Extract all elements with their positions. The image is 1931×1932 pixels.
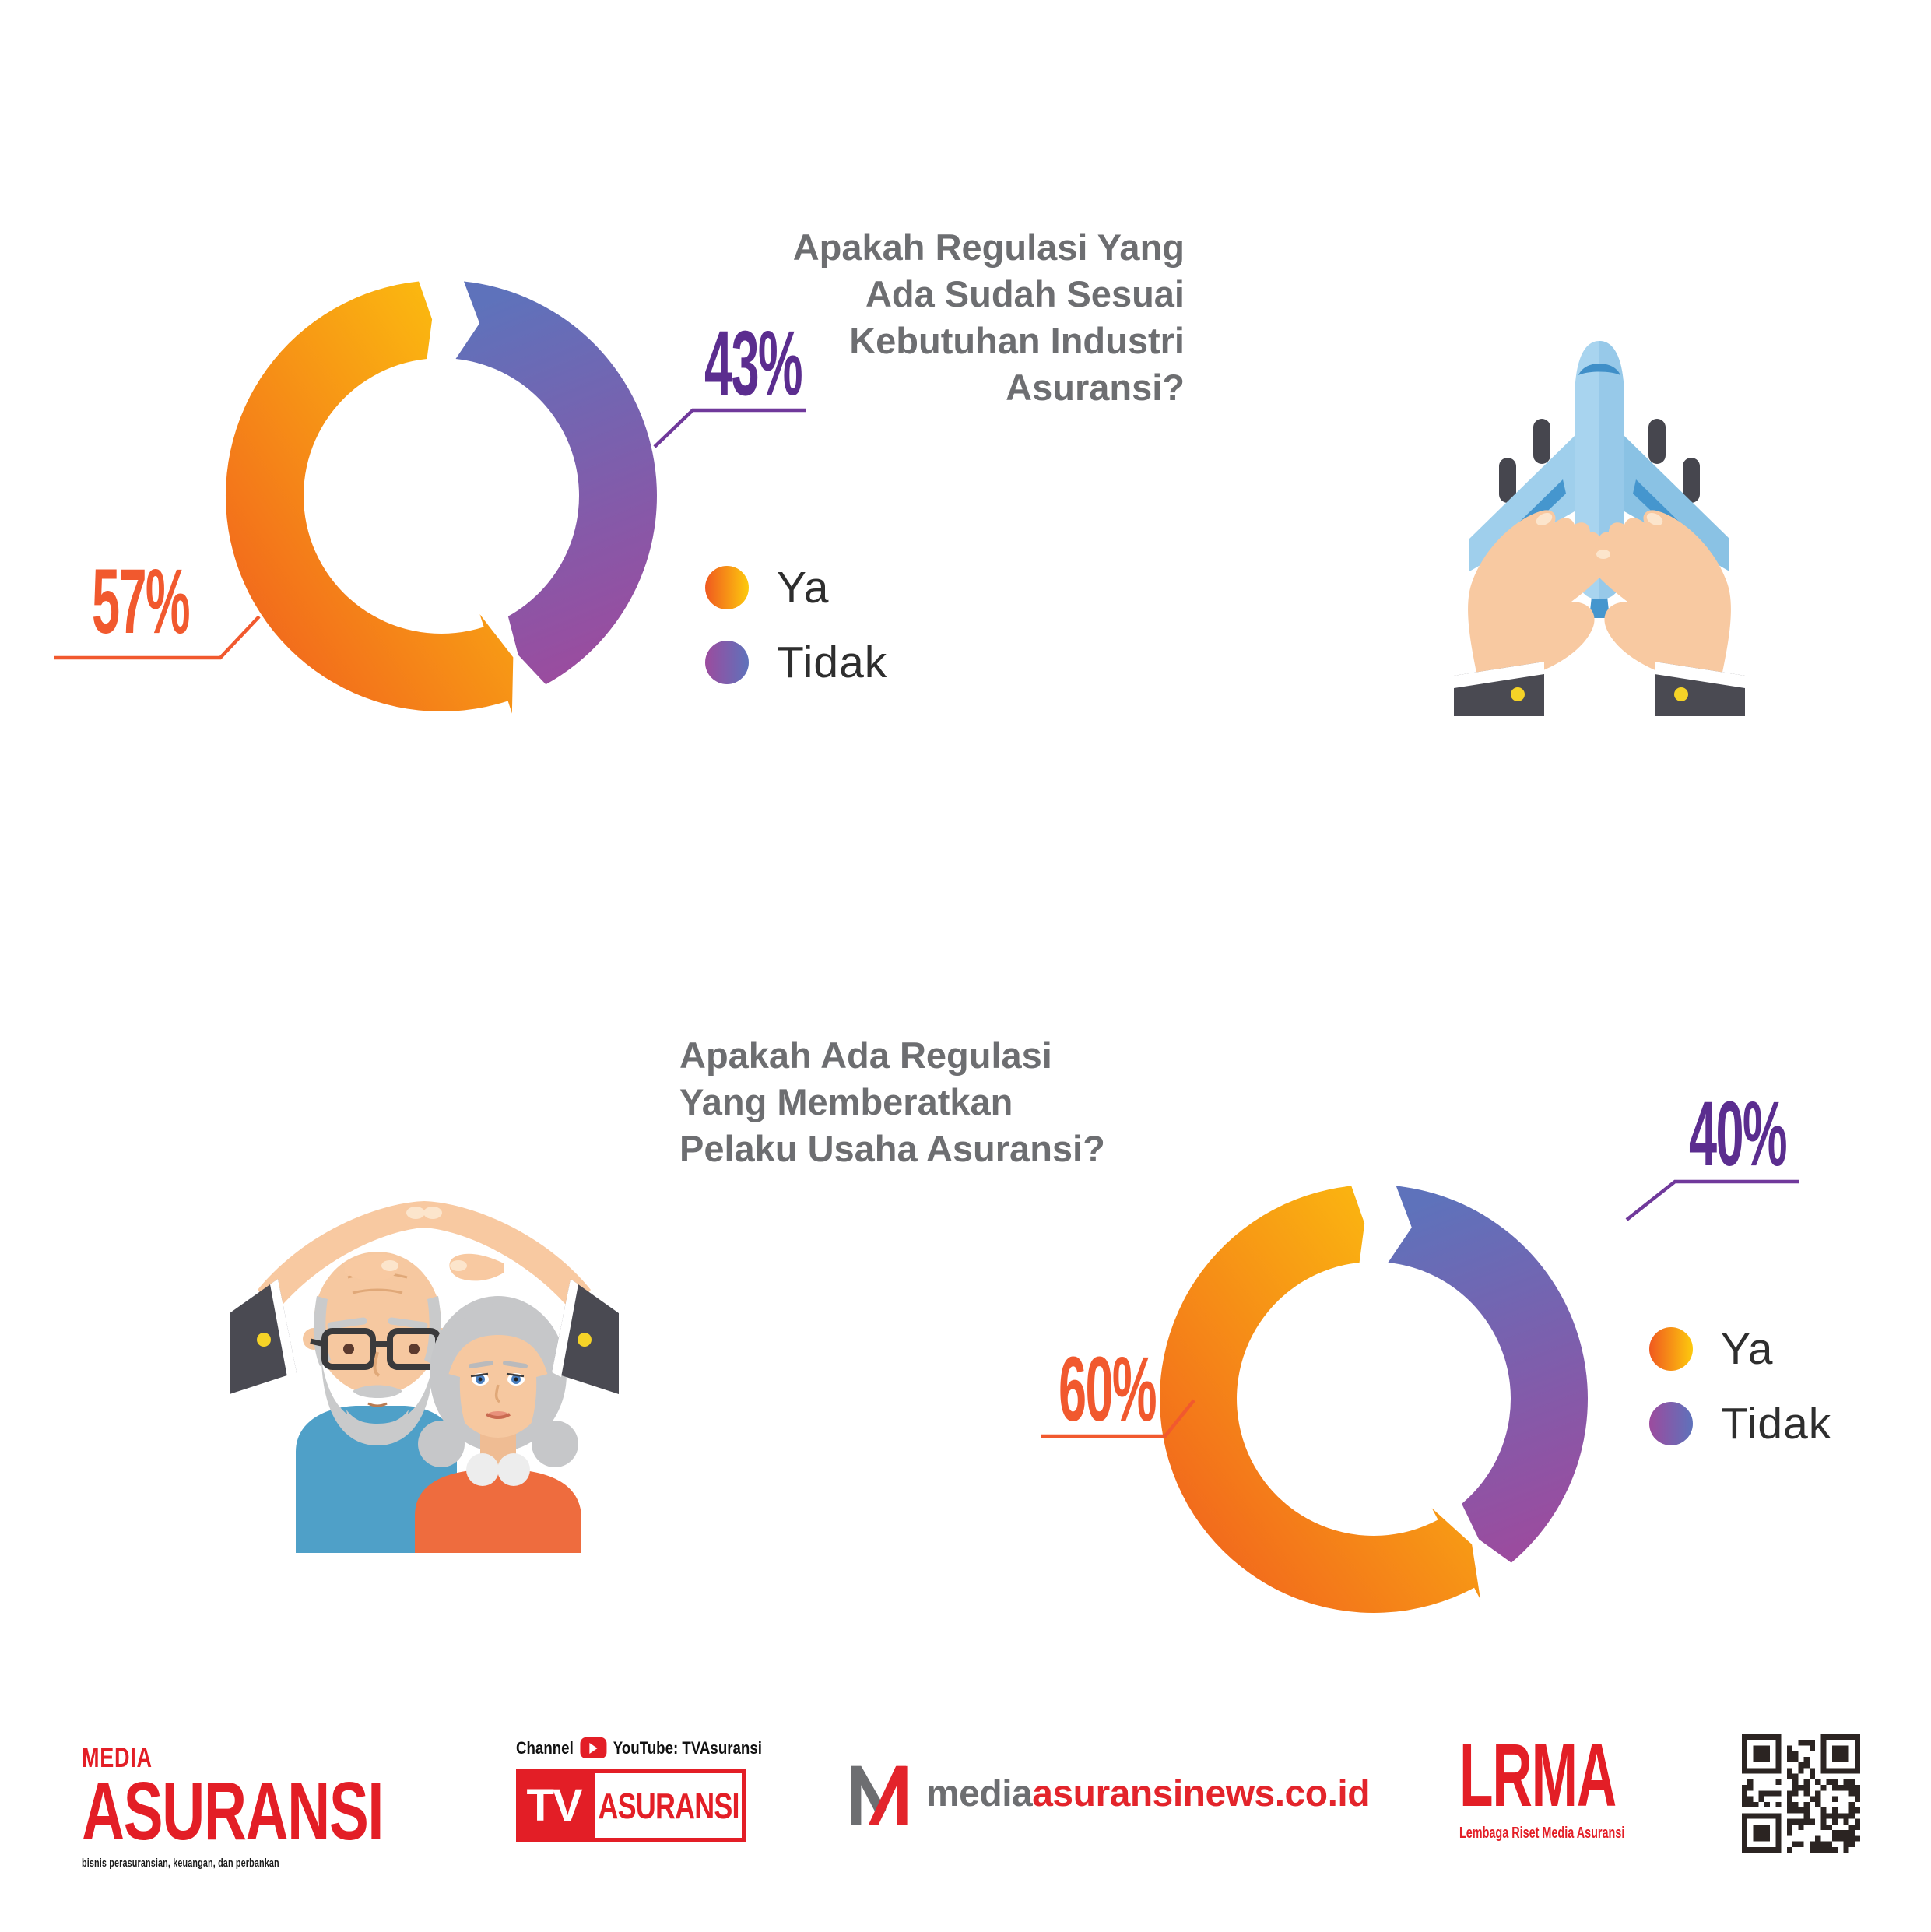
- chart2-legend: Ya Tidak: [1649, 1323, 1831, 1473]
- question-1-line: Asuransi?: [1006, 367, 1185, 408]
- legend-label-ya: Ya: [777, 563, 830, 613]
- website-url: mediaasuransinews.co.id: [926, 1772, 1371, 1815]
- tv-box: TV: [516, 1769, 592, 1842]
- tv-asuransi-box-logo: TV ASURANSI: [516, 1769, 806, 1842]
- legend-item-ya: Ya: [1649, 1323, 1831, 1375]
- legend-item-tidak: Tidak: [1649, 1398, 1831, 1449]
- donut-1-segment-tidak: [455, 281, 657, 685]
- percent-label-tidak-chart2: 40%: [1689, 1083, 1788, 1186]
- airplane-in-hands-illustration: [1454, 341, 1745, 716]
- legend-item-ya: Ya: [705, 562, 887, 613]
- leader-line: [54, 615, 261, 660]
- donut-1-segment-ya: [225, 281, 514, 714]
- question-1: Apakah Regulasi Yang Ada Sudah Sesuai Ke…: [669, 224, 1185, 411]
- play-triangle-icon: [589, 1742, 598, 1754]
- website-url-prefix: media: [926, 1772, 1033, 1814]
- question-2: Apakah Ada Regulasi Yang Memberatkan Pel…: [679, 1032, 1224, 1172]
- lrma-subtitle: Lembaga Riset Media Asuransi: [1459, 1824, 1625, 1842]
- media-asuransi-m-icon: [851, 1765, 908, 1825]
- website-logo: mediaasuransinews.co.id: [850, 1761, 1371, 1826]
- lrma-title: LRMA: [1459, 1726, 1617, 1825]
- legend-dot-ya: [705, 566, 749, 609]
- youtube-play-icon: [580, 1737, 607, 1758]
- chart1-legend: Ya Tidak: [705, 562, 887, 711]
- percent-label-ya-chart2: 60%: [1059, 1338, 1157, 1441]
- tv-channel-line: Channel YouTube: TVAsuransi: [516, 1737, 762, 1758]
- media-asuransi-main-text: ASURANSI: [82, 1765, 384, 1857]
- channel-label: Channel: [516, 1737, 574, 1758]
- media-asuransi-top-text: MEDIA: [82, 1741, 153, 1773]
- question-1-line: Kebutuhan Industri: [849, 320, 1185, 361]
- elderly-couple-under-hands-illustration: [230, 1201, 619, 1553]
- leader-line: [653, 408, 806, 448]
- legend-label-tidak: Tidak: [1721, 1399, 1832, 1449]
- percent-label-ya-chart1: 57%: [92, 550, 191, 653]
- legend-label-tidak: Tidak: [777, 638, 888, 687]
- leader-line: [1625, 1179, 1799, 1221]
- question-2-line: Apakah Ada Regulasi: [679, 1034, 1052, 1076]
- legend-dot-tidak: [1649, 1402, 1693, 1445]
- question-1-line: Ada Sudah Sesuai: [865, 273, 1185, 314]
- legend-label-ya: Ya: [1721, 1324, 1774, 1374]
- question-1-line: Apakah Regulasi Yang: [792, 227, 1185, 268]
- asuransi-box-text: ASURANSI: [598, 1785, 739, 1826]
- leader-line: [1041, 1399, 1195, 1438]
- legend-dot-tidak: [705, 641, 749, 684]
- tv-asuransi-logo: Channel YouTube: TVAsuransi TV ASURANSI: [516, 1737, 806, 1842]
- media-asuransi-logo: MEDIA ASURANSI bisnis perasuransian, keu…: [82, 1741, 500, 1870]
- percent-label-tidak-chart1: 43%: [704, 312, 803, 415]
- question-2-line: Pelaku Usaha Asuransi?: [679, 1128, 1105, 1169]
- donut-2-segment-ya: [1159, 1186, 1481, 1614]
- website-url-rest: asuransinews.co.id: [1032, 1772, 1371, 1814]
- question-2-line: Yang Memberatkan: [679, 1081, 1013, 1122]
- qr-code: [1742, 1734, 1860, 1853]
- legend-item-tidak: Tidak: [705, 637, 887, 688]
- lrma-logo: LRMA Lembaga Riset Media Asuransi: [1459, 1726, 1712, 1842]
- youtube-handle: YouTube: TVAsuransi: [613, 1737, 762, 1758]
- donut-2-segment-tidak: [1388, 1186, 1588, 1563]
- media-asuransi-tagline: bisnis perasuransian, keuangan, dan perb…: [82, 1856, 279, 1870]
- legend-dot-ya: [1649, 1327, 1693, 1371]
- asuransi-box: ASURANSI: [592, 1769, 746, 1842]
